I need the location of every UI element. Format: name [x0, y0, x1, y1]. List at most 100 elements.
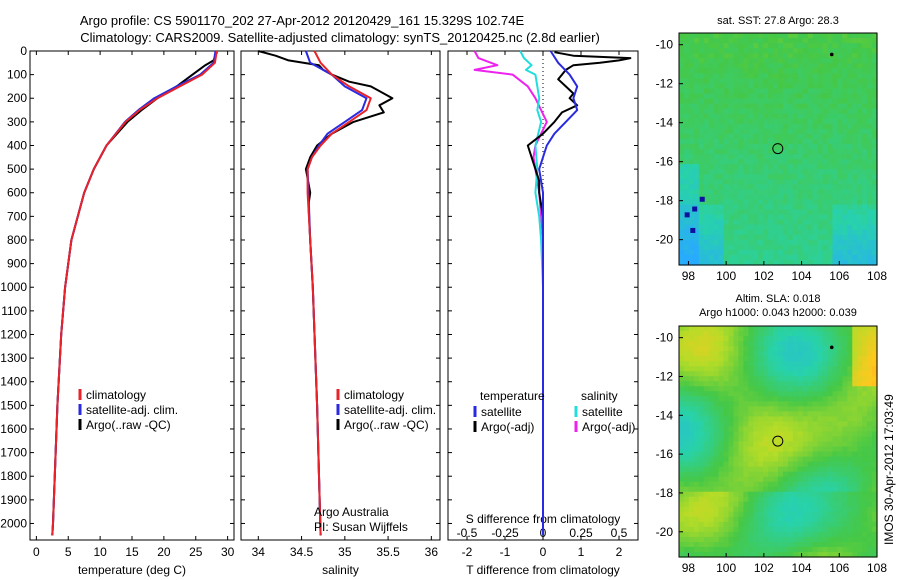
map-cell	[679, 531, 685, 538]
map-cell	[832, 546, 838, 553]
map-cell	[832, 98, 838, 105]
x-tick-label: -1	[500, 545, 511, 559]
map-cell	[753, 154, 759, 160]
map-cell	[832, 229, 838, 236]
map-cell	[723, 174, 730, 180]
map-cell	[743, 421, 749, 428]
map-cell	[708, 456, 715, 463]
map-cell	[802, 541, 809, 548]
map-cell	[812, 361, 819, 367]
map-cell	[792, 259, 799, 266]
map-cell	[852, 244, 858, 251]
map-cell	[852, 461, 858, 468]
map-cell	[718, 476, 725, 483]
map-cell	[812, 103, 819, 110]
map-cell	[743, 259, 749, 266]
map-cell	[723, 416, 730, 423]
map-cell	[872, 386, 878, 392]
map-cell	[802, 376, 809, 382]
map-cell	[728, 83, 735, 90]
map-cell	[758, 381, 764, 387]
map-cell	[872, 496, 878, 503]
map-cell	[857, 381, 863, 387]
map-cell	[688, 476, 695, 483]
map-cell	[708, 416, 715, 423]
map-cell	[723, 431, 730, 438]
map-cell	[862, 441, 868, 448]
map-cell	[778, 199, 784, 206]
map-cell	[748, 209, 754, 216]
map-cell	[748, 219, 754, 226]
map-cell	[718, 118, 725, 125]
map-cell	[773, 511, 779, 518]
map-cell	[792, 189, 799, 195]
map-cell	[773, 326, 779, 332]
map-cell	[817, 234, 824, 241]
map-cell	[773, 416, 779, 423]
map-cell	[822, 551, 829, 558]
map-cell	[867, 194, 873, 201]
map-cell	[862, 366, 868, 372]
map-cell	[782, 506, 789, 513]
map-cell	[743, 376, 749, 382]
map-cell	[748, 143, 754, 150]
map-cell	[758, 521, 764, 528]
map-cell	[787, 481, 794, 488]
map-cell	[782, 73, 789, 79]
map-cell	[713, 346, 720, 352]
map-cell	[753, 426, 759, 433]
map-cell	[812, 391, 819, 397]
map-cell	[792, 234, 799, 241]
map-cell	[778, 451, 784, 458]
map-cell	[847, 421, 853, 428]
map-cell	[782, 541, 789, 548]
map-cell	[822, 366, 829, 372]
map-cell	[708, 43, 715, 49]
map-cell	[693, 521, 700, 528]
map-cell	[817, 138, 824, 145]
map-cell	[698, 159, 705, 165]
map-cell	[802, 229, 809, 236]
map-cell	[713, 224, 720, 231]
map-cell	[768, 43, 774, 49]
map-cell	[842, 259, 848, 266]
map-cell	[679, 214, 685, 221]
map-cell	[758, 541, 764, 548]
map-cell	[753, 189, 759, 195]
map-cell	[773, 541, 779, 548]
map-cell	[708, 133, 715, 140]
map-cell	[872, 108, 878, 115]
map-cell	[738, 63, 744, 69]
map-cell	[758, 154, 764, 160]
map-cell	[763, 546, 769, 553]
map-cell	[792, 113, 799, 120]
map-cell	[688, 138, 695, 145]
map-cell	[768, 83, 774, 90]
map-cell	[703, 164, 710, 170]
map-cell	[847, 244, 853, 251]
map-cell	[807, 214, 814, 221]
map-cell	[812, 551, 819, 558]
map-cell	[787, 244, 794, 251]
map-cell	[822, 331, 829, 337]
map-cell	[857, 214, 863, 221]
map-cell	[683, 551, 690, 558]
map-cell	[763, 411, 769, 417]
map-cell	[812, 436, 819, 443]
map-cell	[827, 199, 834, 206]
map-cell	[832, 219, 838, 226]
map-cell	[842, 461, 848, 468]
map-cell	[862, 164, 868, 170]
map-cell	[872, 471, 878, 478]
map-cell	[713, 456, 720, 463]
map-cell	[713, 48, 720, 54]
map-cell	[683, 38, 690, 44]
map-cell	[753, 461, 759, 468]
map-cell	[773, 551, 779, 558]
legend-title-temperature: temperature	[480, 389, 545, 403]
map-cell	[817, 169, 824, 175]
map-cell	[703, 93, 710, 100]
map-cell	[867, 48, 873, 54]
map-cell	[733, 416, 739, 423]
map-cell	[802, 93, 809, 100]
